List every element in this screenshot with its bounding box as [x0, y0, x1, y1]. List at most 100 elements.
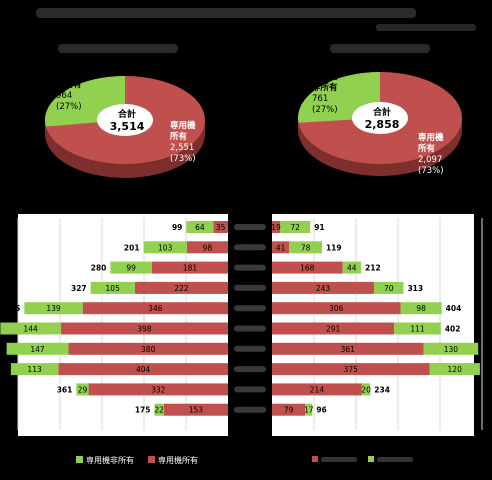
label-right-owned: 306: [329, 304, 344, 313]
label-left-owned: 181: [183, 264, 198, 273]
label-left-total: 517: [0, 365, 7, 374]
header-blur: [36, 8, 416, 18]
slice-label: 専用機: [418, 132, 444, 143]
bar-right-not-owned: [423, 342, 479, 355]
slice-label: 専用機: [312, 71, 338, 82]
bar-left-owned: [60, 322, 229, 335]
bar-right-owned: [272, 403, 306, 416]
label-left-not-owned: 113: [27, 365, 42, 374]
label-right-owned: 19: [271, 223, 281, 232]
label-right-not-owned: 17: [304, 406, 314, 415]
bar-right-owned: [272, 241, 290, 254]
bar-right-not-owned: [429, 363, 480, 376]
category-label-blur: [234, 366, 266, 373]
bar-left-not-owned: [186, 221, 214, 233]
label-left-total: 175: [135, 406, 151, 415]
bar-left-not-owned: [143, 241, 187, 254]
label-left-owned: 398: [137, 325, 152, 334]
legend-swatch: [312, 456, 318, 462]
label-right-not-owned: 44: [347, 264, 357, 273]
label-left-total: 99: [172, 223, 182, 232]
bar-left-owned: [68, 342, 229, 355]
label-left-not-owned: 22: [154, 406, 164, 415]
bar-left-owned: [134, 281, 228, 294]
bar-right-owned: [272, 281, 375, 294]
label-right-owned: 375: [344, 365, 359, 374]
label-right-total: 119: [326, 243, 342, 252]
bar-left-owned: [82, 302, 229, 315]
center-label: 合計: [118, 108, 136, 120]
bar-right-not-owned: [400, 302, 442, 315]
bar-left-owned: [163, 403, 228, 416]
note-blur: [376, 24, 476, 31]
donut-hole: [97, 104, 153, 136]
legend-label-blur: [377, 457, 413, 462]
bar-left-not-owned: [6, 342, 69, 355]
label-left-not-owned: 147: [30, 345, 45, 354]
label-left-not-owned: 105: [106, 284, 121, 293]
bar-right-not-owned: [361, 383, 371, 396]
center-category-column: [228, 214, 272, 436]
center-value: 2,858: [365, 118, 400, 131]
label-left-owned: 35: [216, 223, 226, 232]
label-left-owned: 404: [136, 365, 151, 374]
label-left-not-owned: 144: [23, 325, 38, 334]
label-right-total: 404: [446, 304, 462, 313]
label-left-owned: 346: [148, 304, 163, 313]
legend-swatch: [368, 456, 374, 462]
label-left-owned: 153: [189, 406, 204, 415]
bar-right-not-owned: [342, 261, 362, 274]
bar-left-owned: [88, 383, 228, 396]
label-right-not-owned: 72: [290, 223, 300, 232]
bar-right-not-owned: [279, 221, 311, 233]
category-label-blur: [234, 224, 266, 230]
bar-left-not-owned: [76, 383, 89, 396]
slice-label: 非所有: [312, 82, 338, 93]
bar-left-not-owned: [154, 403, 164, 416]
label-left-total: 327: [71, 284, 87, 293]
label-left-owned: 222: [174, 284, 189, 293]
slice-percent: (73%): [418, 166, 444, 176]
label-left-not-owned: 29: [78, 385, 88, 394]
label-right-owned: 79: [284, 406, 294, 415]
bar-right-not-owned: [289, 241, 322, 254]
bar-left-owned: [58, 363, 228, 376]
label-right-total: 495: [484, 365, 492, 374]
bar-left-not-owned: [90, 281, 135, 294]
bar-chart-bars: 35 64 99 19 72 91 98 103 201 41 78 119 181 99 280 168 44…: [0, 221, 492, 416]
legend-label: 専用機非所有: [86, 455, 134, 465]
category-label-blur: [234, 386, 266, 393]
label-right-total: 234: [374, 385, 390, 394]
bar-left-not-owned: [0, 322, 61, 335]
slice-label: 専用機: [170, 120, 196, 131]
label-left-total: 361: [57, 385, 73, 394]
category-label-blur: [234, 406, 266, 413]
legend-left: 専用機非所有 専用機所有: [76, 455, 198, 465]
label-left-not-owned: 99: [126, 264, 136, 273]
label-right-owned: 41: [276, 243, 286, 252]
bar-left-owned: [186, 241, 228, 254]
subheader-blur-left: [58, 44, 178, 53]
label-right-not-owned: 20: [361, 385, 371, 394]
legend-swatch: [76, 456, 83, 463]
bar-left-not-owned: [110, 261, 152, 274]
subheader-blur-right: [330, 44, 430, 53]
label-right-total: 313: [407, 284, 423, 293]
slice-percent: (27%): [56, 102, 82, 112]
slice-value: 964: [56, 91, 72, 101]
category-label-blur: [234, 264, 266, 271]
label-right-owned: 291: [326, 325, 341, 334]
donut-hole: [352, 102, 408, 134]
label-left-owned: 98: [203, 243, 213, 252]
label-left-total: 280: [91, 264, 107, 273]
legend-right: [312, 456, 413, 462]
label-right-owned: 168: [300, 264, 315, 273]
slice-label: 所有: [417, 143, 436, 154]
label-right-not-owned: 70: [384, 284, 394, 293]
legend-swatch: [148, 456, 155, 463]
category-label-blur: [234, 284, 266, 291]
butterfly-bar-chart: 35 64 99 19 72 91 98 103 201 41 78 119 181 99 280 168 44…: [0, 214, 492, 436]
slice-percent: (73%): [170, 154, 196, 164]
